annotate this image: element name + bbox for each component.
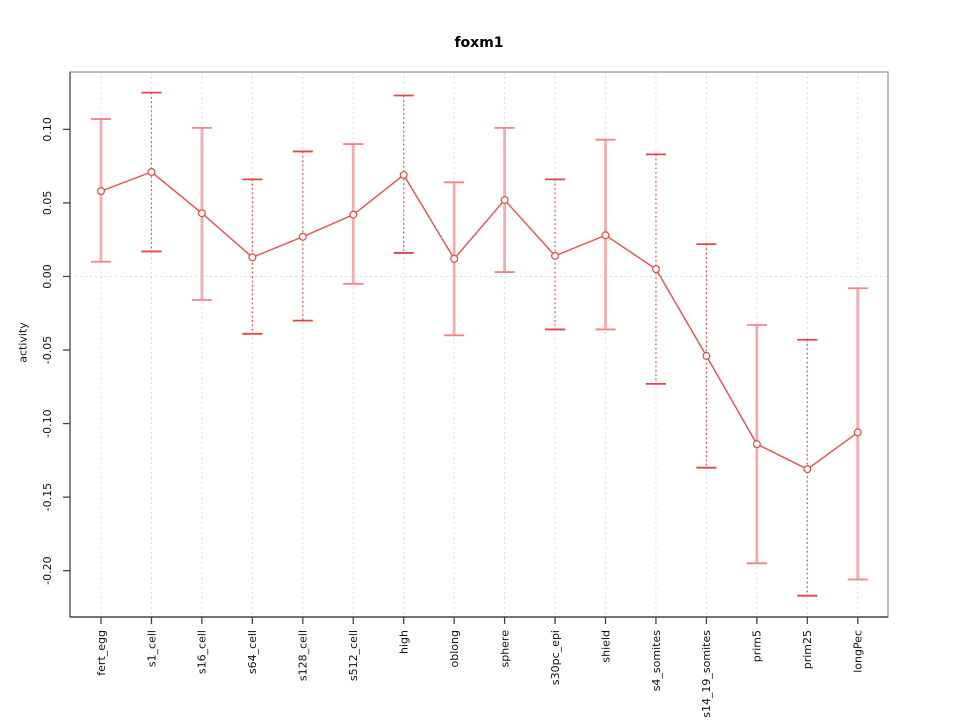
x-tick-label: shield <box>599 630 612 663</box>
x-tick-label: s16_cell <box>196 630 209 674</box>
data-point-marker <box>248 253 257 262</box>
x-tick-label: s30pc_epi <box>549 630 562 685</box>
data-point-marker <box>298 232 307 241</box>
y-axis-label: activity <box>16 322 30 363</box>
x-tick-label: oblong <box>448 630 461 667</box>
data-point-marker <box>752 440 761 449</box>
data-point-marker <box>197 209 206 218</box>
data-point-marker <box>651 265 660 274</box>
data-point-marker <box>803 465 812 474</box>
x-tick-label: prim25 <box>801 630 814 669</box>
y-tick-label: -0.15 <box>41 483 54 511</box>
x-tick-label: prim5 <box>751 630 764 662</box>
data-point-marker <box>500 195 509 204</box>
y-tick-label: 0.05 <box>41 191 54 216</box>
series-line <box>100 171 859 470</box>
x-tick-label: high <box>398 630 411 654</box>
x-tick-label: s4_somites <box>650 630 663 692</box>
data-point-marker <box>853 428 862 437</box>
y-tick-label: -0.20 <box>41 556 54 584</box>
plot-border <box>69 71 889 618</box>
x-tick-label: fert_egg <box>95 630 108 676</box>
data-point-marker <box>450 254 459 263</box>
x-tick-label: s128_cell <box>297 630 310 681</box>
data-point-marker <box>147 168 156 177</box>
x-tick-label: longPec <box>852 630 865 673</box>
y-tick-label: 0.10 <box>41 117 54 142</box>
data-point-marker <box>702 351 711 360</box>
x-tick-label: s64_cell <box>246 630 259 674</box>
x-tick-label: sphere <box>498 630 511 668</box>
data-point-marker <box>551 251 560 260</box>
chart-title: foxm1 <box>454 35 504 51</box>
x-tick-label: s512_cell <box>347 630 360 681</box>
data-point-marker <box>96 187 105 196</box>
y-tick-label: 0.00 <box>41 264 54 289</box>
y-tick-label: -0.10 <box>41 409 54 437</box>
data-point-marker <box>601 231 610 240</box>
y-tick-label: -0.05 <box>41 336 54 364</box>
data-point-marker <box>399 170 408 179</box>
x-tick-label: s14_19_somites <box>700 630 713 718</box>
data-point-marker <box>349 210 358 219</box>
x-tick-label: s1_cell <box>145 630 158 667</box>
